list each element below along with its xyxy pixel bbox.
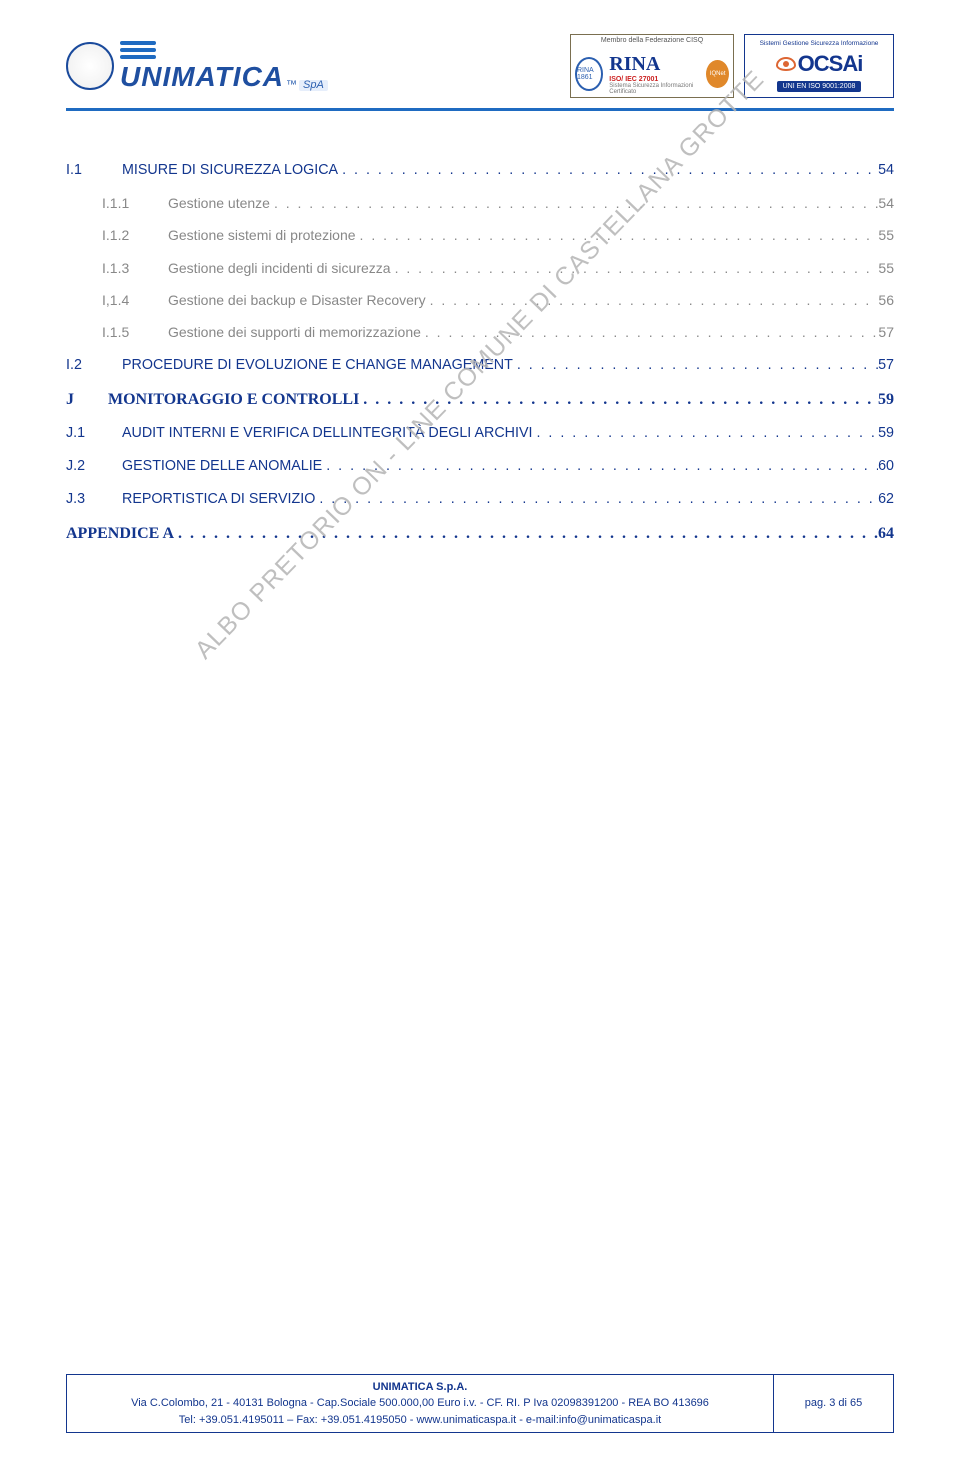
toc-entry-num: J.1: [66, 422, 98, 445]
toc-leader: . . . . . . . . . . . . . . . . . . . . …: [513, 354, 878, 377]
footer-company: UNIMATICA S.p.A.: [75, 1379, 765, 1396]
toc-entry-page: 54: [878, 159, 894, 182]
toc-entry-num: J: [66, 387, 90, 413]
toc-entry-title: Gestione dei backup e Disaster Recovery: [168, 289, 426, 311]
toc-entry-num: I.1.5: [102, 321, 144, 343]
toc-entry-page: 64: [878, 521, 894, 547]
toc-entry-num: I.1: [66, 159, 98, 182]
toc-leader: . . . . . . . . . . . . . . . . . . . . …: [421, 321, 879, 343]
rina-top-text: Membro della Federazione CISQ: [601, 37, 703, 44]
toc-entry: J.3 REPORTISTICA DI SERVIZIO. . . . . . .…: [66, 488, 894, 511]
page-header: UNIMATICA ™ SpA Membro della Federazione…: [66, 30, 894, 102]
toc-entry-num: J.2: [66, 455, 98, 478]
ocsai-name: OCSAi: [776, 51, 863, 77]
toc-entry-title: AUDIT INTERNI E VERIFICA DELLINTEGRITÀ D…: [122, 422, 532, 445]
toc-entry-page: 62: [878, 488, 894, 511]
header-rule: [66, 108, 894, 111]
toc-leader: . . . . . . . . . . . . . . . . . . . . …: [532, 422, 878, 445]
rina-cert-box: Membro della Federazione CISQ RINA 1861 …: [570, 34, 734, 98]
logo-word: UNIMATICA: [120, 63, 284, 91]
toc-entry-title: MISURE DI SICUREZZA LOGICA: [122, 159, 338, 182]
stripes-icon: [120, 41, 328, 59]
toc-entry-num: I,1.4: [102, 289, 144, 311]
toc-entry-title: PROCEDURE DI EVOLUZIONE E CHANGE MANAGEM…: [122, 354, 513, 377]
toc-leader: . . . . . . . . . . . . . . . . . . . . …: [315, 488, 878, 511]
toc-entry-page: 57: [878, 321, 894, 343]
toc-entry-page: 55: [878, 257, 894, 279]
rina-name: RINA: [609, 53, 700, 76]
toc-entry-num: I.1.2: [102, 224, 144, 246]
toc-entry-title: REPORTISTICA DI SERVIZIO: [122, 488, 315, 511]
toc-entry-page: 54: [878, 192, 894, 214]
toc-entry-title: Gestione utenze: [168, 192, 270, 214]
trademark-icon: ™: [286, 80, 297, 91]
footer-addr: Via C.Colombo, 21 - 40131 Bologna - Cap.…: [75, 1395, 765, 1412]
toc-entry: I.1.3 Gestione degli incidenti di sicurez…: [66, 257, 894, 279]
toc-entry: I.1.1 Gestione utenze. . . . . . . . . . …: [66, 192, 894, 214]
footer-contacts: Tel: +39.051.4195011 – Fax: +39.051.4195…: [75, 1412, 765, 1429]
footer-page: pag. 3 di 65: [774, 1374, 894, 1433]
footer-info: UNIMATICA S.p.A. Via C.Colombo, 21 - 401…: [67, 1374, 774, 1433]
toc-entry-num: I.2: [66, 354, 98, 377]
toc-entry-page: 59: [878, 387, 894, 413]
iqnet-icon: IQNet: [706, 60, 729, 88]
toc-entry-title: GESTIONE DELLE ANOMALIE: [122, 455, 322, 478]
toc-entry: I,1.4 Gestione dei backup e Disaster Reco…: [66, 289, 894, 311]
toc-leader: . . . . . . . . . . . . . . . . . . . . …: [270, 192, 878, 214]
rina-sub: ISO/ IEC 27001: [609, 76, 700, 83]
toc-leader: . . . . . . . . . . . . . . . . . . . . …: [322, 455, 878, 478]
toc-entry-page: 59: [878, 422, 894, 445]
toc-entry-num: J.3: [66, 488, 98, 511]
toc-entry: I.1.2 Gestione sistemi di protezione. . .…: [66, 224, 894, 246]
toc-entry: I.1.5 Gestione dei supporti di memorizzaz…: [66, 321, 894, 343]
table-of-contents: I.1MISURE DI SICUREZZA LOGICA. . . . . .…: [66, 159, 894, 547]
page-footer: UNIMATICA S.p.A. Via C.Colombo, 21 - 401…: [66, 1374, 894, 1434]
toc-leader: . . . . . . . . . . . . . . . . . . . . …: [426, 289, 879, 311]
toc-entry-title: APPENDICE A: [66, 521, 174, 547]
logo-unimatica: UNIMATICA ™ SpA: [66, 30, 346, 102]
toc-entry-page: 56: [878, 289, 894, 311]
toc-entry-page: 55: [878, 224, 894, 246]
toc-entry-title: Gestione degli incidenti di sicurezza: [168, 257, 391, 279]
toc-entry: APPENDICE A. . . . . . . . . . . . . . .…: [66, 521, 894, 547]
toc-entry-num: I.1.1: [102, 192, 144, 214]
toc-entry: J MONITORAGGIO E CONTROLLI. . . . . . . .…: [66, 387, 894, 413]
toc-entry: J.1 AUDIT INTERNI E VERIFICA DELLINTEGRIT…: [66, 422, 894, 445]
toc-leader: . . . . . . . . . . . . . . . . . . . . …: [338, 159, 878, 182]
spa-badge: SpA: [299, 80, 328, 91]
toc-entry-title: Gestione dei supporti di memorizzazione: [168, 321, 421, 343]
toc-entry-num: I.1.3: [102, 257, 144, 279]
toc-leader: . . . . . . . . . . . . . . . . . . . . …: [359, 387, 878, 413]
ocsai-top: Sistemi Gestione Sicurezza Informazione: [760, 40, 879, 47]
toc-entry-page: 57: [878, 354, 894, 377]
toc-entry-page: 60: [878, 455, 894, 478]
toc-leader: . . . . . . . . . . . . . . . . . . . . …: [174, 521, 878, 547]
toc-entry: I.2 PROCEDURE DI EVOLUZIONE E CHANGE MANA…: [66, 354, 894, 377]
toc-entry: I.1 MISURE DI SICUREZZA LOGICA. . . . . .…: [66, 159, 894, 182]
ocsai-cert-box: Sistemi Gestione Sicurezza Informazione …: [744, 34, 894, 98]
rina-sub2: Sistema Sicurezza Informazioni Certifica…: [609, 83, 700, 95]
seal-icon: [66, 42, 114, 90]
toc-entry: J.2 GESTIONE DELLE ANOMALIE. . . . . . . …: [66, 455, 894, 478]
toc-entry-title: Gestione sistemi di protezione: [168, 224, 356, 246]
eye-icon: [776, 57, 796, 71]
toc-leader: . . . . . . . . . . . . . . . . . . . . …: [356, 224, 879, 246]
toc-entry-title: MONITORAGGIO E CONTROLLI: [108, 387, 359, 413]
toc-leader: . . . . . . . . . . . . . . . . . . . . …: [391, 257, 879, 279]
ocsai-bar: UNI EN ISO 9001:2008: [777, 81, 862, 92]
rina-seal-icon: RINA 1861: [575, 57, 603, 91]
